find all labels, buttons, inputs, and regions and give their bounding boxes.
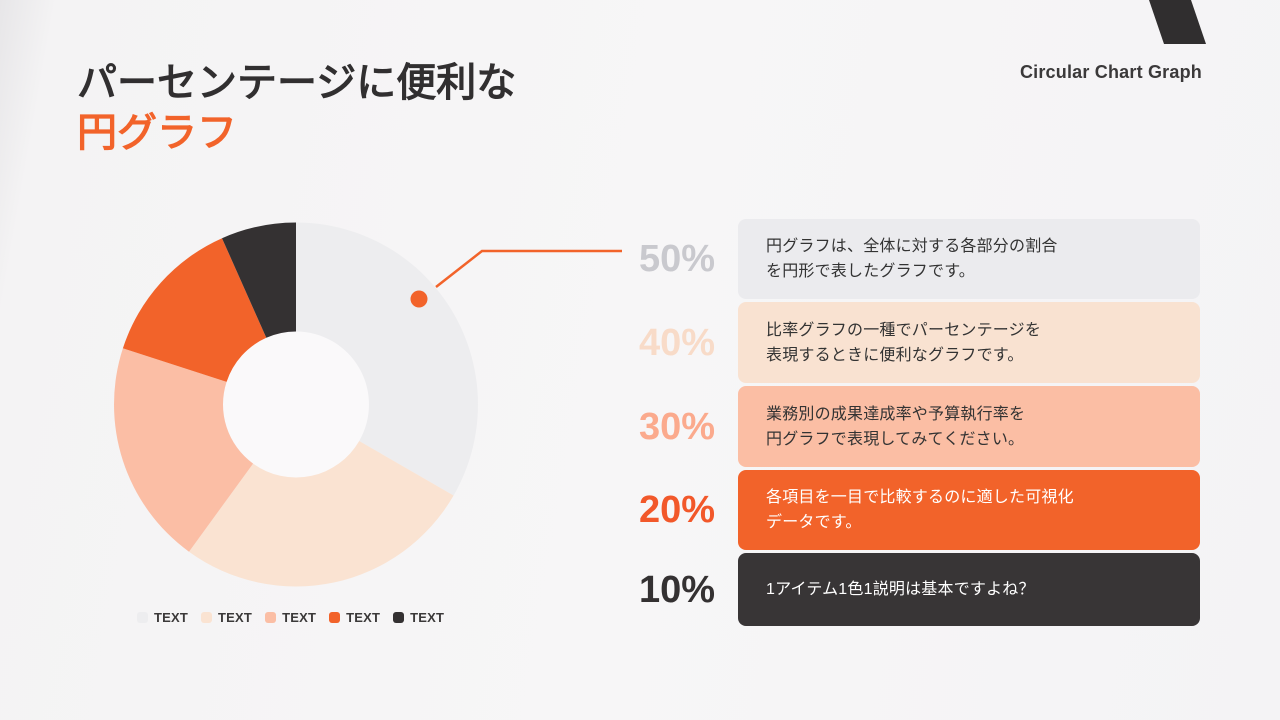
info-row: 20% 各項目を一目で比較するのに適した可視化 データです。 — [600, 470, 1200, 550]
donut-slice-30% — [114, 348, 254, 552]
description-box: 1アイテム1色1説明は基本ですよね？ — [738, 553, 1200, 626]
legend-item: TEXT — [393, 610, 444, 625]
legend-label: TEXT — [282, 610, 317, 625]
legend-swatch-icon — [201, 612, 213, 623]
description-text: 比率グラフの一種でパーセンテージを — [766, 321, 1042, 339]
info-row: 10% 1アイテム1色1説明は基本ですよね？ — [600, 553, 1200, 626]
description-text: 円グラフで表現してみてください。 — [766, 430, 1025, 448]
description-text: データです。 — [766, 514, 862, 531]
info-row: 30% 業務別の成果達成率や予算執行率を 円グラフで表現してみてください。 — [600, 386, 1200, 467]
legend-item: TEXT — [137, 610, 188, 625]
description-text: 業務別の成果達成率や予算執行率を — [766, 405, 1026, 423]
description-text: を円形で表したグラフです。 — [766, 263, 976, 280]
legend-swatch-icon — [329, 612, 341, 623]
info-row: 40% 比率グラフの一種でパーセンテージを 表現するときに便利なグラフです。 — [600, 302, 1200, 383]
legend-swatch-icon — [265, 612, 277, 623]
legend-swatch-icon — [393, 612, 405, 623]
description-text: 円グラフは、全体に対する各部分の割合 — [766, 238, 1058, 255]
percent-label: 50% — [638, 238, 715, 280]
description-box: 業務別の成果達成率や予算執行率を 円グラフで表現してみてください。 — [738, 386, 1200, 467]
donut-slice-40% — [189, 441, 454, 587]
info-row: 50% 円グラフは、全体に対する各部分の割合 を円形で表したグラフです。 — [600, 219, 1200, 299]
donut-slice-50% — [296, 222, 478, 496]
description-text: 表現するときに便利なグラフです。 — [766, 346, 1024, 364]
donut-slice-10% — [222, 222, 296, 338]
page-title-line2: 円グラフ — [77, 111, 237, 155]
description-box: 比率グラフの一種でパーセンテージを 表現するときに便利なグラフです。 — [738, 302, 1200, 383]
description-box: 各項目を一目で比較するのに適した可視化 データです。 — [738, 470, 1200, 550]
percent-label: 30% — [638, 405, 715, 448]
percent-label: 40% — [638, 321, 715, 364]
callout-dot-icon — [410, 290, 428, 308]
legend-label: TEXT — [410, 610, 445, 625]
description-text: 各項目を一目で比較するのに適した可視化 — [766, 489, 1074, 506]
percent-label: 10% — [638, 568, 715, 611]
page-title-line1: パーセンテージに便利な — [77, 61, 517, 105]
description-box: 円グラフは、全体に対する各部分の割合 を円形で表したグラフです。 — [738, 219, 1200, 299]
donut-hole — [222, 330, 370, 479]
page-title: パーセンテージに便利な 円グラフ — [77, 58, 516, 158]
legend-item: TEXT — [329, 610, 380, 625]
legend-swatch-icon — [137, 612, 148, 623]
legend-item: TEXT — [201, 610, 252, 625]
legend-label: TEXT — [154, 610, 189, 625]
callout-leader-line — [435, 249, 622, 288]
legend-item: TEXT — [265, 610, 316, 625]
chart-legend: TEXT TEXT TEXT TEXT TEXT — [137, 610, 444, 625]
corner-label: Circular Chart Graph — [1019, 62, 1202, 82]
percent-label: 20% — [638, 489, 715, 531]
legend-label: TEXT — [346, 610, 381, 625]
legend-label: TEXT — [218, 610, 253, 625]
donut-slice-20% — [122, 238, 267, 382]
description-text: 1アイテム1色1説明は基本ですよね？ — [766, 581, 1035, 598]
